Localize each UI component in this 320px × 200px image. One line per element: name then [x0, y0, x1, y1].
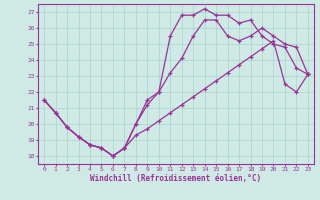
X-axis label: Windchill (Refroidissement éolien,°C): Windchill (Refroidissement éolien,°C) — [91, 174, 261, 183]
